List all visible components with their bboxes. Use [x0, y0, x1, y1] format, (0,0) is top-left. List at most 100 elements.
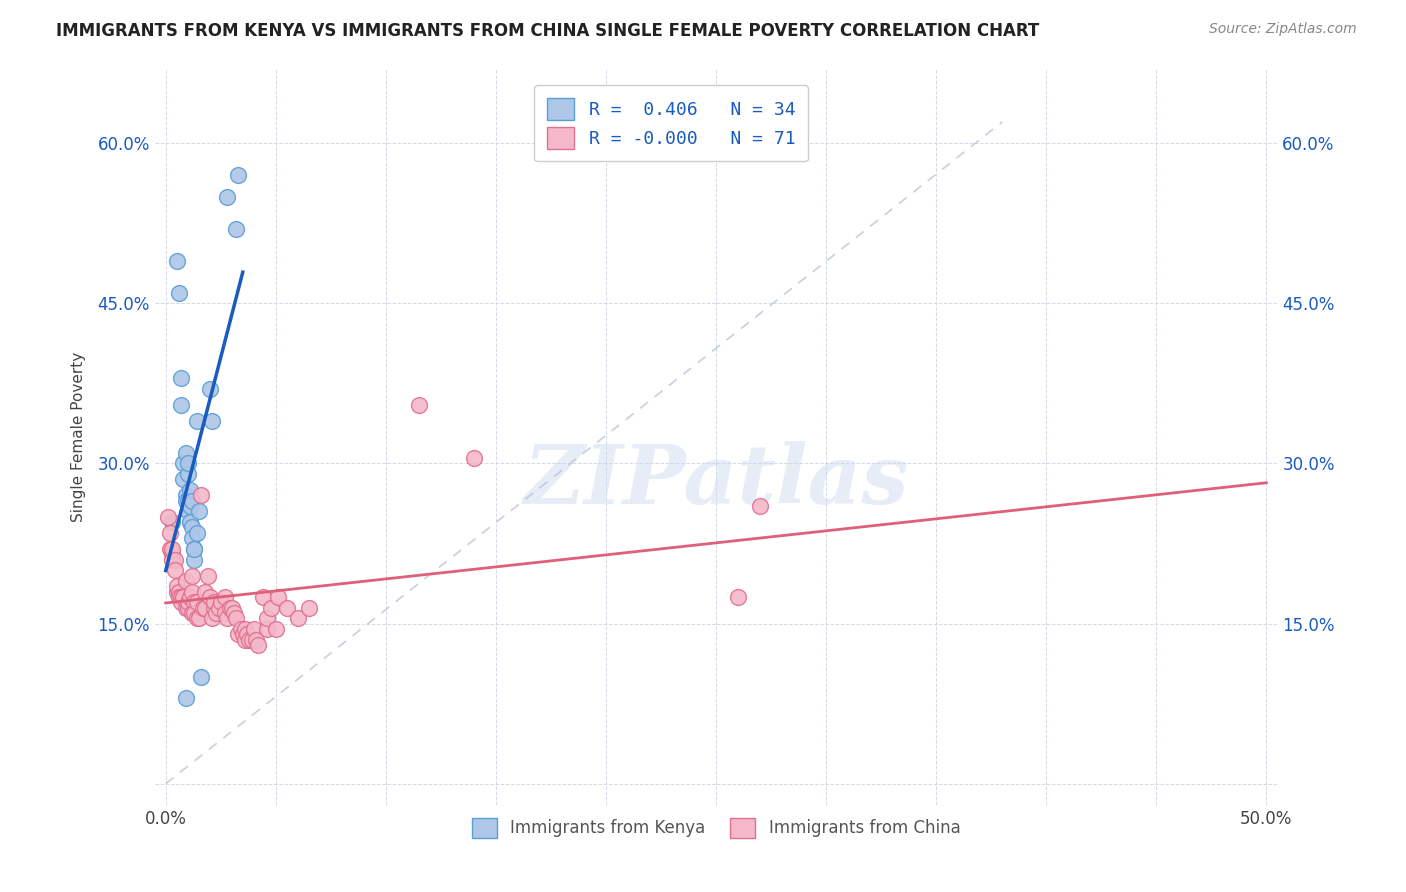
Point	[198, 382, 221, 396]
Point	[179, 590, 201, 604]
Point	[214, 606, 236, 620]
Point	[170, 590, 193, 604]
Point	[207, 600, 229, 615]
Point	[156, 509, 179, 524]
Point	[166, 253, 188, 268]
Point	[256, 611, 278, 625]
Point	[247, 638, 270, 652]
Point	[201, 414, 224, 428]
Point	[170, 371, 193, 385]
Point	[236, 627, 259, 641]
Point	[181, 568, 204, 582]
Point	[181, 531, 204, 545]
Point	[214, 590, 236, 604]
Point	[228, 168, 250, 182]
Point	[181, 520, 204, 534]
Point	[172, 590, 194, 604]
Point	[167, 590, 190, 604]
Point	[177, 595, 200, 609]
Text: IMMIGRANTS FROM KENYA VS IMMIGRANTS FROM CHINA SINGLE FEMALE POVERTY CORRELATION: IMMIGRANTS FROM KENYA VS IMMIGRANTS FROM…	[56, 22, 1039, 40]
Point	[190, 670, 212, 684]
Point	[233, 622, 256, 636]
Point	[256, 622, 278, 636]
Point	[202, 600, 225, 615]
Point	[252, 590, 274, 604]
Point	[298, 600, 321, 615]
Point	[408, 398, 430, 412]
Point	[217, 611, 239, 625]
Point	[267, 590, 290, 604]
Point	[183, 606, 205, 620]
Point	[177, 467, 200, 482]
Point	[181, 606, 204, 620]
Point	[276, 600, 298, 615]
Legend: Immigrants from Kenya, Immigrants from China: Immigrants from Kenya, Immigrants from C…	[465, 811, 967, 845]
Point	[225, 611, 247, 625]
Point	[183, 541, 205, 556]
Point	[194, 584, 217, 599]
Point	[159, 525, 181, 540]
Point	[174, 691, 197, 706]
Point	[186, 611, 208, 625]
Point	[463, 451, 485, 466]
Point	[287, 611, 309, 625]
Point	[222, 606, 245, 620]
Point	[238, 632, 260, 647]
Point	[179, 499, 201, 513]
Point	[190, 488, 212, 502]
Point	[245, 632, 267, 647]
Point	[749, 499, 772, 513]
Point	[162, 541, 184, 556]
Point	[191, 600, 214, 615]
Point	[174, 446, 197, 460]
Point	[225, 221, 247, 235]
Point	[163, 563, 186, 577]
Point	[174, 488, 197, 502]
Point	[166, 579, 188, 593]
Point	[205, 606, 228, 620]
Point	[217, 189, 239, 203]
Point	[170, 398, 193, 412]
Point	[183, 595, 205, 609]
Point	[167, 584, 190, 599]
Point	[183, 541, 205, 556]
Point	[177, 457, 200, 471]
Point	[181, 493, 204, 508]
Point	[187, 611, 209, 625]
Point	[177, 600, 200, 615]
Point	[166, 584, 188, 599]
Point	[198, 590, 221, 604]
Point	[264, 622, 287, 636]
Text: Source: ZipAtlas.com: Source: ZipAtlas.com	[1209, 22, 1357, 37]
Point	[177, 504, 200, 518]
Text: ZIPatlas: ZIPatlas	[523, 441, 908, 521]
Point	[170, 595, 193, 609]
Point	[186, 525, 208, 540]
Point	[187, 504, 209, 518]
Point	[174, 493, 197, 508]
Point	[221, 600, 243, 615]
Point	[174, 600, 197, 615]
Point	[163, 552, 186, 566]
Point	[201, 611, 224, 625]
Point	[162, 552, 184, 566]
Point	[233, 632, 256, 647]
Point	[172, 473, 194, 487]
Point	[162, 547, 184, 561]
Point	[260, 600, 283, 615]
Point	[202, 595, 225, 609]
Point	[174, 574, 197, 588]
Point	[179, 515, 201, 529]
Point	[727, 590, 749, 604]
Point	[232, 627, 254, 641]
Point	[186, 414, 208, 428]
Point	[240, 632, 263, 647]
Point	[228, 627, 250, 641]
Point	[179, 515, 201, 529]
Point	[194, 600, 217, 615]
Point	[209, 595, 232, 609]
Point	[181, 584, 204, 599]
Point	[242, 622, 264, 636]
Point	[229, 622, 252, 636]
Point	[172, 457, 194, 471]
